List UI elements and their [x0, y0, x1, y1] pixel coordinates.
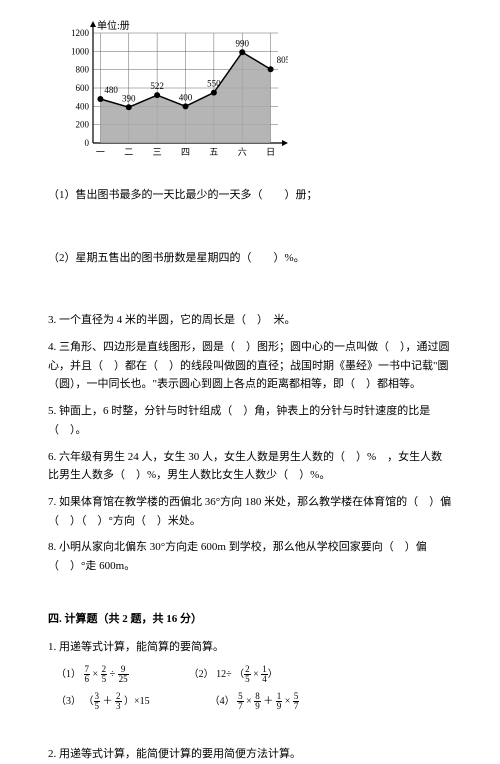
svg-text:600: 600: [76, 83, 90, 93]
question-1-2: （2）星期五售出的图书册数是星期四的（ ）%。: [48, 249, 452, 268]
question-8: 8. 小明从家向北偏东 30°方向走 600m 到学校，那么他从学校回家要向（ …: [48, 538, 452, 575]
question-3: 3. 一个直径为 4 米的半圆，它的周长是（ ） 米。: [48, 311, 452, 330]
svg-text:1000: 1000: [71, 46, 90, 56]
question-6: 6. 六年级有男生 24 人，女生 30 人，女生人数是男生人数的（ ）% ，女…: [48, 448, 452, 485]
svg-text:六: 六: [238, 146, 247, 157]
section-4-q2: 2. 用递等式计算，能简便计算的要用简便方法计算。: [48, 745, 452, 764]
book-sales-chart: 单位:册 0 200 400 600 800 1000 1200 480 390 522 400 550…: [58, 18, 452, 168]
svg-text:日: 日: [266, 147, 275, 157]
svg-text:390: 390: [122, 93, 136, 103]
question-4: 4. 三角形、四边形是直线图形，圆是（ ）图形；圆中心的一点叫做（ ），通过圆心…: [48, 338, 452, 394]
svg-text:1200: 1200: [71, 28, 90, 38]
svg-text:550: 550: [207, 79, 221, 89]
svg-text:805: 805: [277, 55, 288, 65]
svg-text:522: 522: [150, 81, 164, 91]
svg-text:400: 400: [76, 101, 90, 111]
question-1-1: （1）售出图书最多的一天比最少的一天多（ ）册；: [48, 186, 452, 205]
calc-4: （4） 57 × 89 ＋ 19 × 57: [210, 692, 300, 711]
svg-text:三: 三: [153, 147, 162, 157]
calc-3: （3） （35 ＋ 23 ）×15: [56, 692, 150, 711]
svg-text:四: 四: [181, 147, 190, 157]
svg-text:990: 990: [235, 38, 249, 48]
calc-1: （1） 76 × 25 ÷ 925: [56, 665, 129, 684]
section-4-header: 四. 计算题（共 2 题，共 16 分）: [48, 610, 452, 629]
section-4-q1: 1. 用递等式计算，能简算的要简算。: [48, 638, 452, 657]
svg-text:200: 200: [76, 120, 90, 130]
calc-problems: （1） 76 × 25 ÷ 925 （2） 12÷ （25 × 14） （3） …: [56, 665, 452, 711]
svg-text:0: 0: [85, 138, 90, 148]
question-5: 5. 钟面上，6 时整，分针与时针组成（ ）角，钟表上的分针与时针速度的比是（ …: [48, 402, 452, 439]
question-7: 7. 如果体育馆在教学楼的西偏北 36°方向 180 米处，那么教学楼在体育馆的…: [48, 493, 452, 530]
svg-text:二: 二: [124, 147, 133, 157]
svg-text:单位:册: 单位:册: [97, 19, 130, 32]
svg-text:五: 五: [209, 147, 218, 157]
svg-text:400: 400: [179, 92, 193, 102]
calc-2: （2） 12÷ （25 × 14）: [189, 665, 278, 684]
svg-text:800: 800: [76, 65, 90, 75]
svg-text:480: 480: [104, 85, 118, 95]
svg-text:一: 一: [96, 147, 105, 157]
